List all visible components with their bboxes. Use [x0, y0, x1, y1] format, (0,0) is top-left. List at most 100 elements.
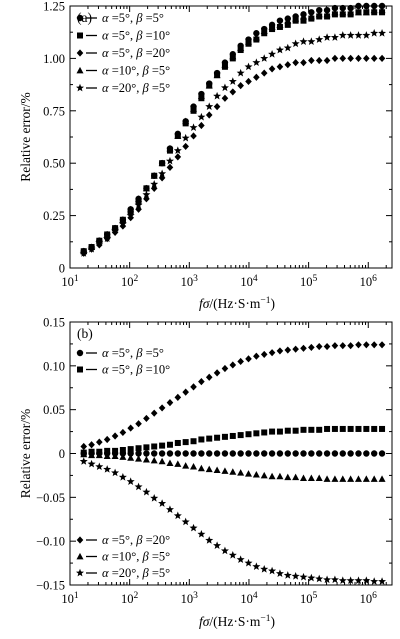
data-point [206, 435, 213, 442]
data-point [119, 216, 127, 223]
data-point [80, 442, 88, 451]
legend-marker [77, 366, 83, 373]
data-point [284, 473, 292, 481]
data-point [221, 467, 229, 474]
data-point [221, 433, 228, 440]
data-point [363, 425, 370, 432]
data-point [284, 427, 291, 434]
data-point [103, 465, 112, 473]
y-tick-label: −0.05 [36, 491, 65, 505]
data-point [229, 432, 236, 439]
data-point [276, 450, 284, 457]
data-point [221, 61, 229, 68]
x-tick-label: 101 [61, 274, 79, 289]
y-tick-label: 0 [59, 447, 65, 461]
data-point [370, 341, 378, 349]
y-axis-label: Relative error/% [18, 92, 33, 182]
data-point [331, 425, 338, 432]
data-point [252, 562, 261, 570]
data-point [134, 200, 143, 209]
data-point [142, 456, 150, 463]
data-point [323, 575, 332, 584]
data-point [118, 472, 127, 481]
data-point [284, 346, 292, 354]
data-point [331, 54, 339, 62]
data-point [205, 373, 213, 381]
data-point [182, 450, 189, 457]
data-point [330, 33, 339, 41]
data-point [245, 470, 253, 477]
series-3-points [80, 54, 386, 257]
y-tick-label: 0.50 [43, 157, 65, 171]
data-point [347, 342, 354, 350]
data-point [300, 426, 307, 433]
data-point [268, 65, 276, 73]
data-point [221, 450, 229, 457]
series-4-points [80, 6, 386, 255]
data-point [363, 2, 370, 10]
data-point [150, 179, 159, 188]
legend-label: α =5°, β =20° [102, 46, 170, 60]
data-point [112, 447, 119, 454]
y-tick-label: 0.25 [43, 209, 65, 223]
data-point [339, 425, 346, 432]
data-point [190, 450, 197, 457]
data-point [370, 6, 378, 14]
data-point [308, 426, 315, 433]
data-point [158, 499, 167, 507]
data-point [213, 369, 221, 377]
data-point [260, 471, 268, 479]
data-point [276, 347, 284, 355]
data-point [197, 529, 206, 538]
data-point [252, 58, 261, 66]
data-point [173, 511, 182, 520]
data-point [111, 452, 119, 460]
data-point [127, 446, 134, 453]
data-point [213, 466, 221, 474]
data-point [198, 450, 205, 457]
data-point [260, 565, 269, 573]
data-point [165, 505, 174, 513]
data-point [346, 576, 355, 585]
data-point [229, 361, 237, 369]
data-point [213, 103, 221, 111]
data-point [339, 8, 347, 16]
data-point [127, 205, 135, 213]
legend-label: α =10°, β =5° [102, 550, 170, 564]
data-point [143, 444, 150, 451]
data-point [370, 54, 378, 62]
data-point [229, 52, 237, 60]
data-point [253, 430, 260, 437]
data-point [174, 393, 182, 401]
data-point [253, 30, 260, 37]
data-point [229, 88, 237, 96]
data-point [284, 450, 291, 457]
data-point [237, 44, 245, 51]
data-point [284, 21, 291, 28]
data-point [253, 73, 260, 81]
data-point [150, 172, 158, 179]
data-point [355, 341, 362, 349]
legend-label: α =5°, β =10° [102, 29, 170, 43]
data-point [316, 426, 323, 433]
data-point [118, 219, 127, 228]
data-point [198, 436, 205, 443]
data-point [323, 450, 331, 457]
panel-label: (a) [77, 10, 92, 25]
data-point [331, 4, 339, 12]
legend-1: α =5°, β =5° α =5°, β =10° α =5°, β =20° α … [76, 11, 170, 95]
data-point [276, 17, 284, 24]
panel-b: 101 102 103 104 105 106 −0.15 −0.10 −0.05 0 0.05 0.… [18, 316, 393, 629]
data-point [158, 174, 166, 182]
data-point [275, 45, 284, 54]
data-point [292, 427, 299, 434]
data-point [315, 10, 323, 18]
y-tick-label: −0.10 [36, 535, 65, 549]
data-point [165, 156, 174, 165]
data-point [174, 153, 182, 161]
data-point [323, 475, 331, 482]
data-point [276, 472, 284, 480]
data-point [308, 343, 315, 352]
data-point [205, 111, 213, 119]
data-point [151, 450, 158, 457]
